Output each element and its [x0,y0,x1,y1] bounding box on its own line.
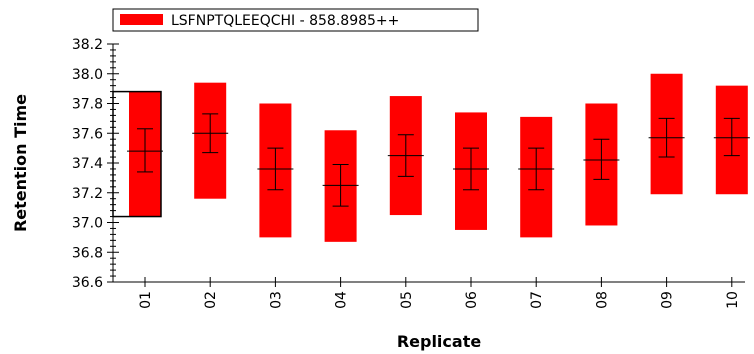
y-tick-label: 36.8 [72,245,103,261]
y-tick-label: 38.2 [72,37,103,53]
y-tick-label: 37.6 [72,126,103,142]
legend-label: LSFNPTQLEEQCHI - 858.8985++ [171,13,399,29]
y-tick-label: 37.4 [72,156,103,172]
x-tick-label: 05 [399,291,415,309]
selection-box [112,90,162,218]
x-tick-label: 08 [594,291,610,309]
y-axis-title: Retention Time [11,94,30,232]
x-tick-label: 09 [660,291,676,309]
x-tick-label: 06 [464,291,480,309]
y-tick-label: 37.8 [72,97,103,113]
y-tick-label: 36.6 [72,275,103,291]
x-tick-label: 02 [203,291,219,309]
legend-box [112,8,479,32]
x-tick-label: 01 [138,291,154,309]
legend-swatch [120,14,163,25]
chart-marks [112,73,750,242]
x-tick-label: 10 [725,291,741,309]
y-ticks: 36.6 36.8 37.0 37.2 37.4 37.6 37.8 38.0 38.2 [72,37,119,291]
y-tick-label: 37.2 [72,186,103,202]
legend[interactable]: LSFNPTQLEEQCHI - 858.8985++ [112,8,479,32]
x-axis-title: Replicate [397,332,482,351]
y-tick-label: 38.0 [72,67,103,83]
y-tick-label: 37.0 [72,216,103,232]
x-tick-label: 04 [334,291,350,309]
x-tick-label: 03 [268,291,284,309]
x-ticks: 01 02 03 04 05 06 07 08 09 10 [138,277,741,309]
x-tick-label: 07 [529,291,545,309]
